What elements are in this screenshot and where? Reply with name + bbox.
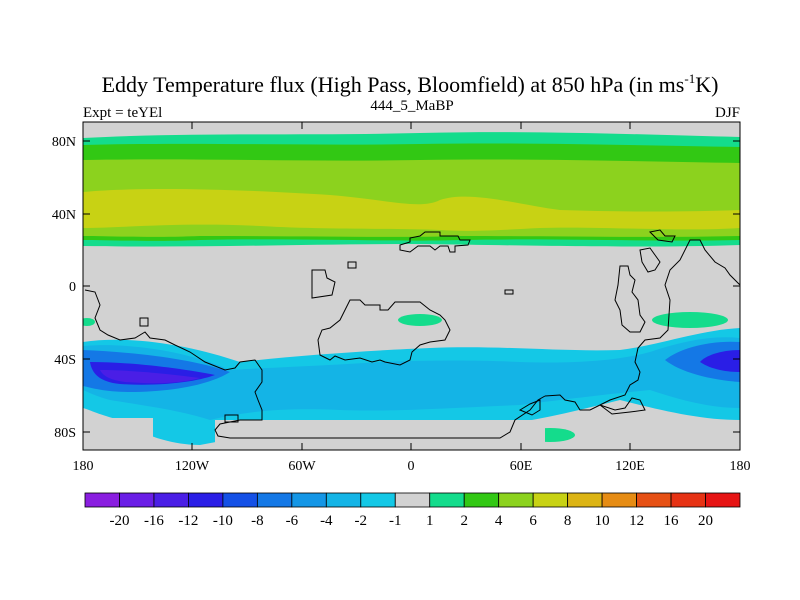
colorbar-swatch — [394, 492, 431, 508]
colorbar-swatch — [84, 492, 120, 508]
coastline-antarctic-inner — [518, 399, 541, 416]
coastline-antarctic-lobe — [599, 397, 646, 415]
colorbar-swatch — [325, 492, 362, 508]
colorbar-label: 12 — [629, 513, 644, 529]
coastline-nz — [639, 247, 661, 273]
lon-label: 60W — [288, 459, 316, 474]
colorbar-label: 6 — [529, 513, 537, 529]
colorbar-label: -16 — [144, 513, 164, 529]
run-label: 444_5_MaBP — [370, 98, 453, 114]
coastline-greenland — [311, 269, 336, 299]
colorbar-swatch — [670, 492, 706, 508]
colorbar-swatch — [532, 492, 569, 508]
nh-yellow-core — [95, 197, 440, 227]
title-end: K) — [695, 72, 718, 97]
figure-title: Eddy Temperature flux (High Pass, Bloomf… — [102, 71, 719, 97]
colorbar-label: -6 — [286, 513, 299, 529]
lon-label: 120W — [175, 459, 210, 474]
coastline-pacific-ne — [648, 229, 676, 243]
colorbar-label: -20 — [109, 513, 129, 529]
teal-patch-atlantic — [398, 314, 442, 326]
colorbar-swatch — [256, 492, 293, 508]
sh-purple-core-west — [100, 370, 200, 384]
lon-label: 120E — [615, 459, 645, 474]
lat-label: 80N — [52, 135, 76, 150]
coastline-eurasia-africa — [399, 231, 471, 253]
lon-label: 60E — [510, 459, 533, 474]
colorbar-label: 10 — [595, 513, 610, 529]
colorbar-swatch — [360, 492, 396, 508]
lon-label: 0 — [408, 459, 415, 474]
sh-darkblue-core-east — [700, 350, 740, 372]
neutral-gap-sw — [83, 418, 153, 450]
lat-label: 40N — [52, 208, 76, 223]
lon-label: 180 — [73, 459, 94, 474]
colorbar-label: -2 — [355, 513, 368, 529]
map-panel — [82, 121, 741, 451]
colorbar-swatch — [188, 492, 224, 508]
island-1 — [139, 317, 149, 327]
title-main: Eddy Temperature flux (High Pass, Bloomf… — [102, 72, 685, 97]
colorbar-label: 4 — [495, 513, 503, 529]
colorbar-label: -10 — [213, 513, 233, 529]
season-label: DJF — [715, 105, 740, 121]
colorbar-label: -12 — [178, 513, 198, 529]
title-superscript: -1 — [684, 71, 695, 86]
colorbar-swatch — [222, 492, 258, 508]
teal-patch-west — [83, 318, 95, 326]
colorbar: -20 -16 -12 -10 -8 -6 -4 -2 -1 1 2 4 6 8 10 12 16 20 — [84, 492, 741, 529]
colorbar-label: -1 — [389, 513, 402, 529]
lon-labels: 180 120W 60W 0 60E 120E 180 — [73, 459, 751, 474]
coastline-south-america — [84, 289, 546, 439]
lat-label: 80S — [54, 426, 76, 441]
coastlines — [84, 229, 741, 439]
colorbar-swatch — [601, 492, 637, 508]
colorbar-label: -4 — [320, 513, 333, 529]
lat-label: 0 — [69, 280, 76, 295]
teal-patch-pacific — [652, 312, 728, 328]
colorbar-swatch — [705, 492, 741, 508]
axis-ticks — [83, 122, 740, 450]
colorbar-swatch — [567, 492, 603, 508]
lat-labels: 80N 40N 0 40S 80S — [52, 135, 76, 441]
colorbar-label: 16 — [664, 513, 680, 529]
colorbar-swatch — [498, 492, 534, 508]
coastline-africa — [317, 299, 451, 366]
colorbar-swatch — [636, 492, 672, 508]
island-2 — [347, 261, 357, 269]
colorbar-swatch — [153, 492, 189, 508]
colorbar-label: -8 — [251, 513, 264, 529]
lon-label: 180 — [730, 459, 751, 474]
colorbar-label: 20 — [698, 513, 713, 529]
coastline-antarctic-east — [544, 239, 741, 411]
colorbar-swatch — [291, 492, 327, 508]
experiment-label: Expt = teYEl — [83, 105, 162, 121]
neutral-gap-antarctic — [215, 420, 545, 450]
colorbar-label: 8 — [564, 513, 572, 529]
sh-lightblue-band — [83, 337, 740, 420]
colorbar-swatch — [119, 492, 155, 508]
coastline-sw-fragment — [224, 414, 239, 423]
colorbar-swatch — [463, 492, 500, 508]
contour-fill — [83, 122, 740, 450]
colorbar-label: 1 — [426, 513, 434, 529]
coastline-australia — [614, 265, 646, 333]
lat-label: 40S — [54, 353, 76, 368]
island-3 — [504, 289, 514, 295]
colorbar-label: 2 — [460, 513, 468, 529]
colorbar-swatch — [429, 492, 465, 508]
